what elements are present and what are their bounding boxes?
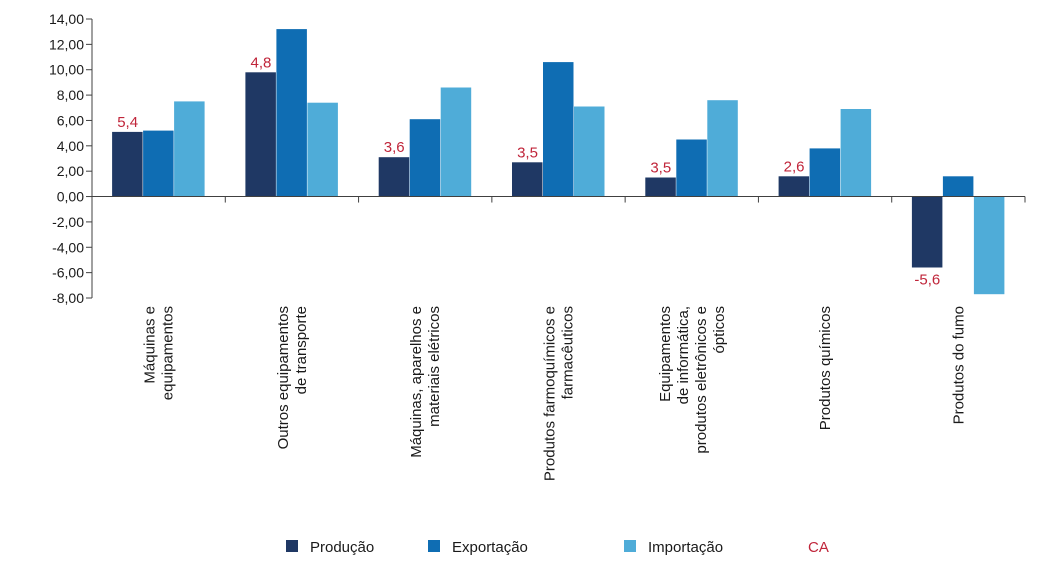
bar-exportacao [543, 62, 574, 197]
x-category-label: materiais elétricos [426, 306, 443, 427]
bar-producao [911, 196, 943, 268]
y-tick-label: 14,00 [49, 11, 84, 27]
ca-data-label: 3,5 [517, 144, 538, 161]
y-tick-label: 12,00 [49, 36, 84, 52]
x-category-label: Equipamentos [657, 306, 674, 402]
legend-exportacao-swatch [428, 540, 440, 552]
bar-producao [645, 177, 676, 197]
ca-data-label: 4,8 [250, 54, 271, 71]
y-tick-label: 8,00 [57, 87, 84, 103]
y-tick-label: 6,00 [57, 112, 84, 128]
y-tick-label: 2,00 [57, 163, 84, 179]
x-category-label: de transporte [293, 306, 310, 394]
x-category-label: ópticos [711, 306, 728, 354]
y-tick-label: 0,00 [57, 189, 84, 205]
bar-importacao [707, 100, 738, 197]
legend-producao-swatch [286, 540, 298, 552]
legend-importacao-label: Importação [648, 539, 723, 556]
bar-exportacao [676, 139, 707, 197]
y-tick-label: -2,00 [52, 214, 84, 230]
bar-importacao [440, 87, 472, 197]
legend-importacao-swatch [624, 540, 636, 552]
x-category-label: produtos eletrônicos e [693, 306, 710, 454]
x-category-label: Produtos farmoquímicos e [542, 306, 559, 481]
bar-exportacao [942, 176, 974, 197]
bar-exportacao [409, 119, 441, 197]
x-category-label: equipamentos [160, 306, 177, 400]
x-category-label: Máquinas e [142, 306, 159, 384]
y-tick-label: -4,00 [52, 239, 84, 255]
bar-importacao [307, 102, 338, 197]
y-tick-label: 10,00 [49, 62, 84, 78]
y-tick-label: -6,00 [52, 265, 84, 281]
ca-data-label: 5,4 [117, 114, 138, 131]
ca-data-label: 2,6 [784, 158, 805, 175]
legend-producao-label: Produção [310, 539, 374, 556]
y-tick-label: 4,00 [57, 138, 84, 154]
ca-data-label: 3,6 [384, 139, 405, 156]
bar-importacao [174, 101, 205, 197]
bar-importacao [840, 109, 872, 197]
bar-exportacao [809, 148, 841, 197]
x-category-label: de informática, [675, 306, 692, 404]
bar-producao [512, 162, 543, 197]
bar-exportacao [276, 29, 307, 197]
x-category-label: Máquinas, aparelhos e [408, 306, 425, 458]
legend-ca-label: CA [808, 539, 829, 556]
ca-data-label: 3,5 [650, 160, 671, 177]
bar-importacao [973, 196, 1005, 295]
bar-producao [378, 157, 410, 197]
legend-exportacao-label: Exportação [452, 539, 528, 556]
bar-producao [245, 72, 276, 197]
y-tick-label: -8,00 [52, 290, 84, 306]
bar-importacao [574, 106, 605, 197]
bar-producao [778, 176, 810, 197]
x-category-label: Produtos químicos [817, 306, 834, 430]
bar-exportacao [143, 130, 174, 197]
x-category-label: Outros equipamentos [275, 306, 292, 449]
x-category-label: farmacêuticos [560, 306, 577, 399]
ca-data-label: -5,6 [914, 272, 940, 289]
x-category-label: Produtos do fumo [950, 306, 967, 424]
bar-producao [112, 131, 143, 197]
